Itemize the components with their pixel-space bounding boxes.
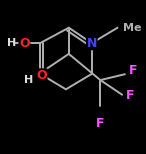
Text: N: N xyxy=(87,37,97,50)
Text: O: O xyxy=(19,37,30,50)
Text: O: O xyxy=(36,69,47,82)
Text: H: H xyxy=(24,75,33,85)
Text: Me: Me xyxy=(123,23,142,33)
Text: H: H xyxy=(7,38,16,48)
Text: F: F xyxy=(126,89,135,102)
Text: F: F xyxy=(129,64,138,77)
Text: F: F xyxy=(96,117,105,130)
